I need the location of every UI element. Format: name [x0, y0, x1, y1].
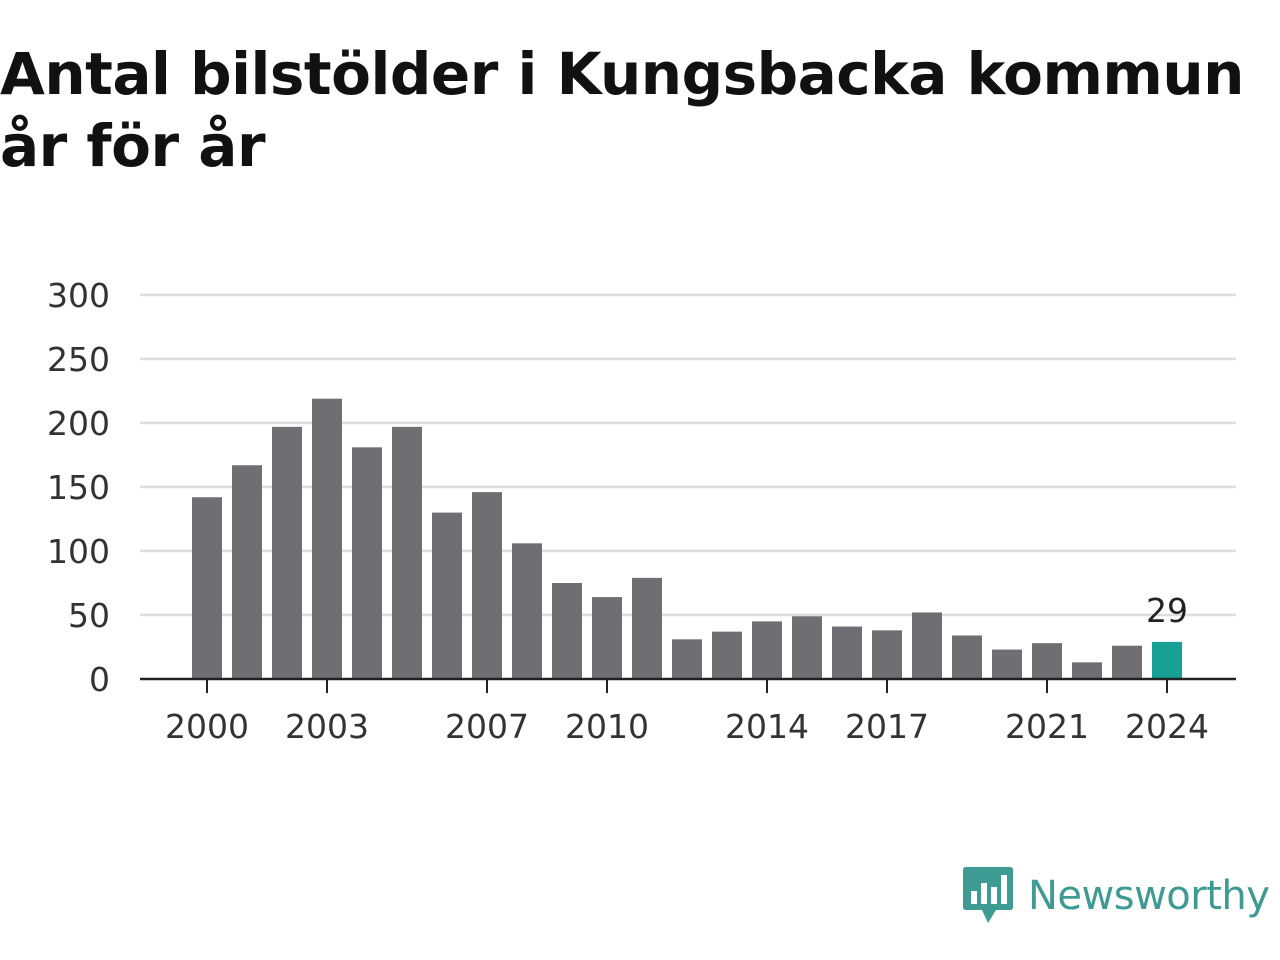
- bar-2006: [432, 512, 462, 679]
- x-tick-label-2003: 2003: [285, 707, 369, 746]
- bar-2015: [792, 616, 822, 679]
- bar-2014: [752, 621, 782, 679]
- bar-2001: [232, 465, 262, 679]
- bar-2022: [1072, 662, 1102, 679]
- bars: [192, 398, 1182, 679]
- data-labels: 29: [1146, 591, 1188, 630]
- bar-2023: [1112, 645, 1142, 679]
- data-label-2024: 29: [1146, 591, 1188, 630]
- y-tick-label-200: 200: [47, 404, 110, 443]
- gridlines: [140, 293, 1236, 617]
- bar-2012: [672, 639, 702, 679]
- x-tick-label-2007: 2007: [445, 707, 529, 746]
- bar-2002: [272, 426, 302, 679]
- x-tick-label-2000: 2000: [165, 707, 249, 746]
- brand-name: Newsworthy: [1028, 873, 1270, 919]
- chart-title-line-1: Antal bilstölder i Kungsbacka kommun: [0, 40, 1244, 108]
- y-tick-label-0: 0: [89, 660, 110, 699]
- bar-2008: [512, 543, 542, 679]
- x-tick-label-2017: 2017: [845, 707, 929, 746]
- bar-2019: [952, 635, 982, 679]
- bar-2004: [352, 447, 382, 679]
- y-axis-labels: 0 50 100 150 200 250 300: [47, 276, 110, 699]
- bar-2003: [312, 398, 342, 679]
- x-tick-label-2010: 2010: [565, 707, 649, 746]
- x-tick-label-2021: 2021: [1005, 707, 1089, 746]
- bar-2024: [1152, 641, 1182, 679]
- bar-2010: [592, 597, 622, 679]
- chart-title: Antal bilstölder i Kungsbacka kommun år …: [0, 38, 1280, 182]
- y-tick-label-150: 150: [47, 468, 110, 507]
- y-tick-label-50: 50: [68, 596, 110, 635]
- bar-2009: [552, 583, 582, 679]
- bar-2005: [392, 426, 422, 679]
- bar-2013: [712, 631, 742, 679]
- x-tick-label-2014: 2014: [725, 707, 809, 746]
- bar-2021: [1032, 643, 1062, 679]
- bar-2018: [912, 612, 942, 679]
- y-tick-label-100: 100: [47, 532, 110, 571]
- bar-2016: [832, 626, 862, 679]
- newsworthy-logo-icon: [963, 867, 1013, 923]
- y-tick-label-250: 250: [47, 340, 110, 379]
- bar-2020: [992, 649, 1022, 679]
- bar-2000: [192, 497, 222, 679]
- bar-2007: [472, 492, 502, 679]
- newsworthy-logo: Newsworthy: [962, 864, 1270, 928]
- bar-2017: [872, 630, 902, 679]
- y-tick-label-300: 300: [47, 276, 110, 315]
- chart-title-line-2: år för år: [0, 112, 266, 180]
- bar-2011: [632, 577, 662, 679]
- x-axis: 2000 2003 2007 2010 2014 2017 2021 2024: [140, 677, 1236, 746]
- x-tick-label-2024: 2024: [1125, 707, 1209, 746]
